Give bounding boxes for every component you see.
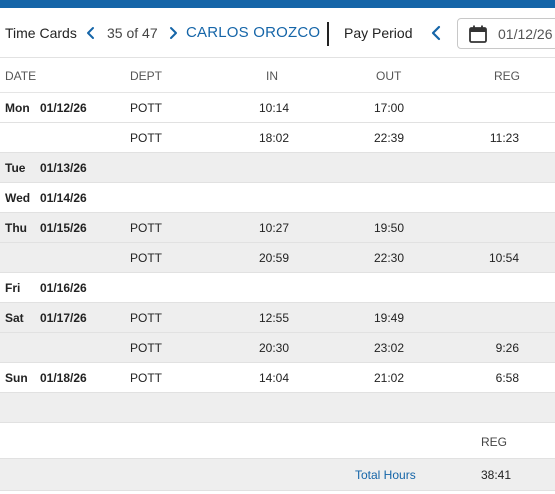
column-header-date: DATE <box>5 69 37 83</box>
day-cell: Tue <box>5 161 26 175</box>
record-position: 35 of 47 <box>107 25 158 41</box>
day-cell: Mon <box>5 101 30 115</box>
table-row[interactable]: Sun 01/18/26 POTT 14:04 21:02 6:58 <box>0 363 555 393</box>
out-time-cell: 19:49 <box>374 311 405 325</box>
pay-period-label: Pay Period <box>344 25 413 41</box>
out-time-cell: 22:39 <box>374 131 405 145</box>
in-time-cell: 10:27 <box>259 221 290 235</box>
day-cell: Fri <box>5 281 21 295</box>
total-hours-label[interactable]: Total Hours <box>355 468 416 482</box>
reg-hours-cell: 10:54 <box>488 251 519 265</box>
day-cell: Sun <box>5 371 28 385</box>
timecard-header: Time Cards 35 of 47 CARLOS OROZCO Pay Pe… <box>0 8 555 58</box>
date-cell: 01/13/26 <box>40 161 87 175</box>
pay-period-date-picker[interactable]: 01/12/26 <box>457 18 555 49</box>
out-time-cell: 17:00 <box>374 101 405 115</box>
header-divider <box>327 22 329 46</box>
timecard-grid: DATE DEPT IN OUT REG Mon 01/12/26 POTT 10:1… <box>0 59 555 491</box>
table-row[interactable]: POTT 20:59 22:30 10:54 <box>0 243 555 273</box>
table-row[interactable]: Fri 01/16/26 <box>0 273 555 303</box>
date-cell: 01/17/26 <box>40 311 87 325</box>
chevron-right-icon <box>170 27 177 39</box>
date-cell: 01/14/26 <box>40 191 87 205</box>
dept-cell: POTT <box>130 251 162 265</box>
summary-reg-label: REG <box>480 435 507 449</box>
employee-name[interactable]: CARLOS OROZCO <box>186 24 321 41</box>
dept-cell: POTT <box>130 371 162 385</box>
in-time-cell: 12:55 <box>259 311 290 325</box>
table-row[interactable]: Thu 01/15/26 POTT 10:27 19:50 <box>0 213 555 243</box>
column-header-row: DATE DEPT IN OUT REG <box>0 59 555 93</box>
day-cell: Wed <box>5 191 31 205</box>
out-time-cell: 22:30 <box>374 251 405 265</box>
date-cell: 01/15/26 <box>40 221 87 235</box>
dept-cell: POTT <box>130 221 162 235</box>
top-accent-bar <box>0 0 555 8</box>
next-employee-button[interactable] <box>164 22 182 44</box>
out-time-cell: 19:50 <box>374 221 405 235</box>
table-row[interactable]: Wed 01/14/26 <box>0 183 555 213</box>
pay-period-date: 01/12/26 <box>498 26 553 42</box>
column-header-in: IN <box>266 69 278 83</box>
table-row[interactable]: POTT 20:30 23:02 9:26 <box>0 333 555 363</box>
in-time-cell: 10:14 <box>259 101 290 115</box>
in-time-cell: 18:02 <box>259 131 290 145</box>
table-row[interactable] <box>0 393 555 423</box>
summary-header-row: REG <box>0 423 555 459</box>
column-header-out: OUT <box>376 69 402 83</box>
day-cell: Thu <box>5 221 27 235</box>
chevron-left-icon <box>87 27 94 39</box>
date-cell: 01/12/26 <box>40 101 87 115</box>
table-row[interactable]: Sat 01/17/26 POTT 12:55 19:49 <box>0 303 555 333</box>
day-cell: Sat <box>5 311 24 325</box>
reg-hours-cell: 6:58 <box>495 371 519 385</box>
previous-employee-button[interactable] <box>82 22 100 44</box>
reg-hours-cell: 11:23 <box>489 131 519 145</box>
total-hours-value: 38:41 <box>481 468 512 482</box>
date-cell: 01/16/26 <box>40 281 87 295</box>
summary-total-row: Total Hours 38:41 <box>0 459 555 491</box>
table-row[interactable]: Tue 01/13/26 <box>0 153 555 183</box>
dept-cell: POTT <box>130 131 162 145</box>
in-time-cell: 20:59 <box>259 251 290 265</box>
column-header-dept: DEPT <box>130 69 163 83</box>
column-header-reg: REG <box>494 69 521 83</box>
date-cell: 01/18/26 <box>40 371 87 385</box>
dept-cell: POTT <box>130 101 162 115</box>
previous-pay-period-button[interactable] <box>426 22 446 44</box>
chevron-left-icon <box>431 25 441 41</box>
page-title: Time Cards <box>5 25 77 41</box>
reg-hours-cell: 9:26 <box>495 341 519 355</box>
dept-cell: POTT <box>130 341 162 355</box>
table-row[interactable]: POTT 18:02 22:39 11:23 <box>0 123 555 153</box>
calendar-icon <box>469 25 487 43</box>
timecard-rows: Mon 01/12/26 POTT 10:14 17:00 POTT 18:02 22:39 1… <box>0 93 555 423</box>
dept-cell: POTT <box>130 311 162 325</box>
table-row[interactable]: Mon 01/12/26 POTT 10:14 17:00 <box>0 93 555 123</box>
out-time-cell: 21:02 <box>374 371 405 385</box>
in-time-cell: 20:30 <box>259 341 290 355</box>
out-time-cell: 23:02 <box>374 341 405 355</box>
in-time-cell: 14:04 <box>259 371 290 385</box>
